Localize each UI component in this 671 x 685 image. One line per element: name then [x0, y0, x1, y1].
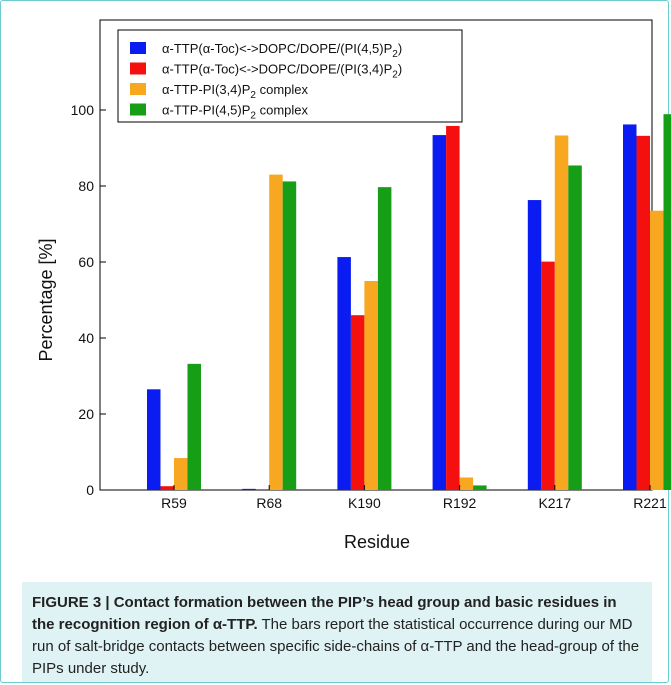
- y-axis-label: Percentage [%]: [36, 238, 56, 361]
- bar-K217-s0: [527, 200, 542, 490]
- legend-entry: α-TTP-PI(3,4)P2 complex: [162, 82, 309, 101]
- bar-K217-s3: [568, 165, 582, 491]
- legend-swatch: [130, 42, 146, 54]
- caption-label: FIGURE 3 | Contact formation between the…: [32, 594, 617, 633]
- bar-K190-s2: [364, 281, 378, 490]
- figure-caption: FIGURE 3 | Contact formation between the…: [22, 582, 652, 682]
- bar-R59-s1: [160, 486, 174, 490]
- y-tick-label: 80: [78, 178, 94, 194]
- bar-R221-s0: [623, 124, 637, 490]
- x-tick-label: R221: [633, 495, 667, 511]
- legend-swatch: [130, 103, 146, 116]
- bar-R221-s1: [636, 135, 650, 490]
- legend-entry: α-TTP-PI(4,5)P2 complex: [162, 103, 309, 122]
- x-tick-label: R68: [256, 495, 282, 511]
- bar-R192-s0: [432, 135, 447, 490]
- y-tick-label: 0: [86, 482, 94, 498]
- y-tick-label: 40: [78, 330, 94, 346]
- caption-text: The bars report the statistical occurren…: [32, 616, 640, 677]
- plot-area: 0 20 40 60 80 100 R59 R68 K190 R192 K217 R221: [71, 19, 671, 511]
- bar-R192-s1: [446, 125, 460, 491]
- x-tick-label: K190: [348, 495, 381, 511]
- legend-swatch: [130, 62, 146, 75]
- bar-R221-s3: [663, 114, 671, 491]
- legend-entry: α-TTP(α-Toc)<->DOPC/DOPE/(PI(4,5)P2): [162, 41, 402, 60]
- x-tick-label: R59: [161, 495, 187, 511]
- bar-K190-s1: [350, 315, 365, 490]
- bar-R59-s2: [174, 458, 188, 490]
- y-tick-label: 20: [78, 406, 94, 422]
- bar-K190-s0: [337, 257, 351, 490]
- bar-R59-s3: [187, 363, 201, 490]
- x-axis-label: Residue: [344, 532, 410, 552]
- bar-chart: 0 20 40 60 80 100 R59 R68 K190 R192 K217 R221 α-TTP…: [36, 19, 671, 552]
- bar-R68-s3: [282, 181, 297, 490]
- bar-R68-s2: [269, 174, 283, 490]
- legend-entry: α-TTP(α-Toc)<->DOPC/DOPE/(PI(3,4)P2): [162, 62, 402, 81]
- x-tick-label: K217: [538, 495, 571, 511]
- y-tick-label: 100: [71, 102, 95, 118]
- bar-R192-s3: [473, 485, 487, 490]
- bar-R59-s0: [147, 389, 161, 490]
- y-tick-label: 60: [78, 254, 94, 270]
- legend-box: [117, 29, 463, 123]
- bar-R192-s2: [459, 477, 474, 490]
- bar-K190-s3: [377, 187, 392, 490]
- x-tick-label: R192: [443, 495, 477, 511]
- legend-swatch: [130, 83, 146, 95]
- bar-R68-s0: [242, 488, 256, 490]
- bar-R221-s2: [650, 210, 664, 490]
- bar-K217-s1: [541, 261, 555, 490]
- legend: α-TTP(α-Toc)<->DOPC/DOPE/(PI(4,5)P2) α-TT…: [117, 29, 463, 123]
- bar-K217-s2: [554, 135, 569, 490]
